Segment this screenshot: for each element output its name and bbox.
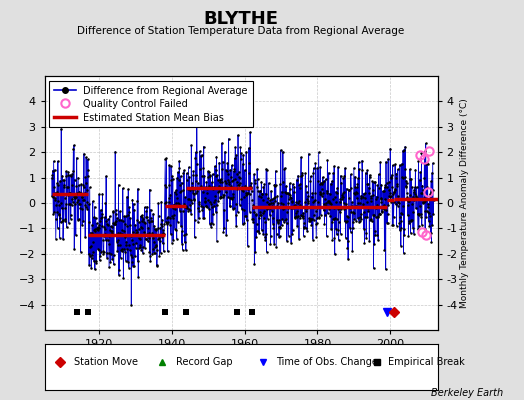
Text: Station Move: Station Move	[74, 358, 138, 367]
Text: Time of Obs. Change: Time of Obs. Change	[277, 358, 378, 367]
Text: Empirical Break: Empirical Break	[388, 358, 465, 367]
Text: Difference of Station Temperature Data from Regional Average: Difference of Station Temperature Data f…	[78, 26, 405, 36]
Legend: Difference from Regional Average, Quality Control Failed, Estimated Station Mean: Difference from Regional Average, Qualit…	[49, 81, 253, 127]
Text: BLYTHE: BLYTHE	[203, 10, 279, 28]
Text: Record Gap: Record Gap	[176, 358, 233, 367]
Text: Berkeley Earth: Berkeley Earth	[431, 388, 503, 398]
Y-axis label: Monthly Temperature Anomaly Difference (°C): Monthly Temperature Anomaly Difference (…	[461, 98, 470, 308]
